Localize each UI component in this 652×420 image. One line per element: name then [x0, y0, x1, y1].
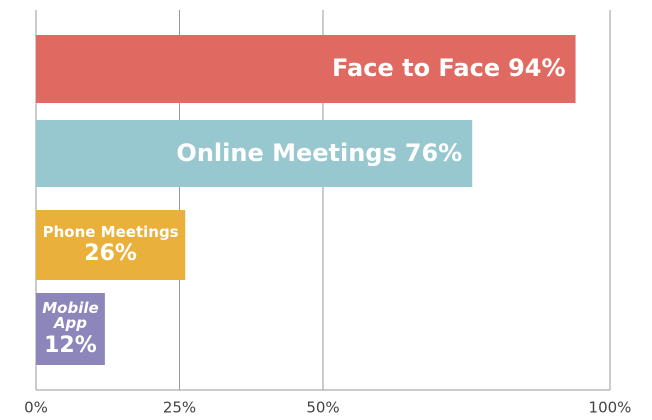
- bar: [36, 35, 576, 103]
- value-label: 26%: [84, 241, 137, 267]
- category-label: Online Meetings: [176, 138, 397, 167]
- category-label: Phone Meetings: [42, 222, 179, 241]
- bar: [36, 210, 186, 280]
- value-label: 12%: [44, 333, 97, 359]
- bar-label: Mobile App 12%: [36, 293, 105, 365]
- x-tick-label: 25%: [163, 399, 196, 417]
- x-tick-label: 50%: [306, 399, 339, 417]
- category-label: Mobile App: [42, 298, 99, 333]
- bar-label: Phone Meetings 26%: [36, 210, 185, 280]
- bar-label: Online Meetings 76%: [36, 120, 472, 187]
- bar-label: Face to Face 94%: [36, 35, 576, 103]
- category-label: Face to Face: [332, 54, 501, 83]
- bar: [36, 120, 473, 187]
- value-label: 94%: [508, 54, 566, 83]
- bar: [36, 293, 105, 365]
- x-tick-label: 0%: [24, 399, 48, 417]
- x-tick-label: 100%: [589, 399, 632, 417]
- value-label: 76%: [404, 138, 463, 167]
